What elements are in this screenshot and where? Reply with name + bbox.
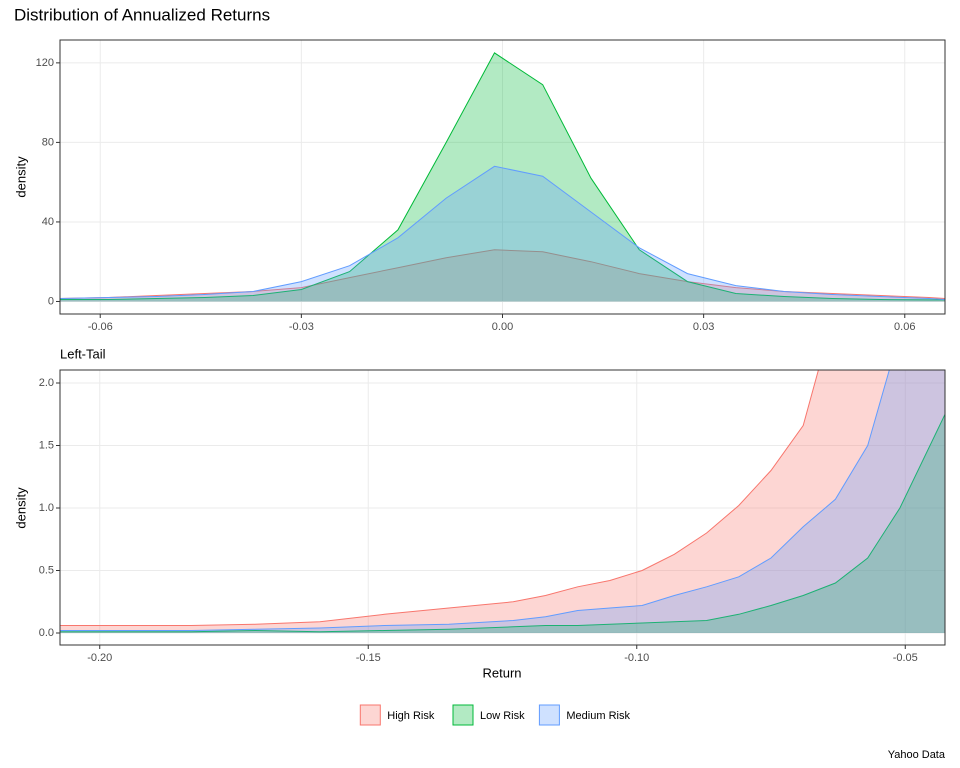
y-tick-label: 0.0 [39, 627, 54, 639]
x-tick-label: -0.03 [289, 321, 314, 333]
chart-title: Distribution of Annualized Returns [14, 5, 270, 24]
y-tick-label: 0.5 [39, 564, 54, 576]
y-tick-label: 120 [36, 57, 54, 69]
legend-label: Medium Risk [566, 710, 630, 722]
y-axis-title: density [13, 487, 28, 529]
y-tick-label: 0 [48, 295, 54, 307]
area-fill [60, 370, 945, 633]
area-fill [60, 414, 945, 633]
x-axis-title: Return [482, 665, 521, 680]
y-tick-label: 1.5 [39, 439, 54, 451]
x-tick-label: -0.10 [624, 652, 649, 664]
x-tick-label: 0.03 [693, 321, 714, 333]
y-tick-label: 80 [42, 136, 54, 148]
y-tick-label: 2.0 [39, 377, 54, 389]
legend-key [452, 704, 474, 726]
density-line [60, 249, 945, 299]
plot-area [60, 370, 945, 633]
density-line [60, 165, 945, 300]
density-line [60, 370, 819, 626]
density-line [60, 414, 945, 633]
x-tick-label: -0.06 [88, 321, 113, 333]
x-tick-label: -0.20 [87, 652, 112, 664]
legend-label: High Risk [387, 710, 435, 722]
chart-subtitle: Left-Tail [60, 346, 106, 361]
legend-label: Low Risk [480, 710, 525, 722]
area-fill [60, 370, 945, 633]
x-tick-label: -0.15 [356, 652, 381, 664]
density-line [60, 370, 890, 631]
y-tick-label: 1.0 [39, 502, 54, 514]
area-fill [60, 52, 945, 302]
x-tick-label: -0.05 [893, 652, 918, 664]
area-fill [60, 166, 945, 302]
y-tick-label: 40 [42, 216, 54, 228]
area-fill [60, 249, 945, 302]
x-tick-label: 0.06 [894, 321, 915, 333]
caption: Yahoo Data [888, 749, 946, 761]
plot-area [60, 52, 945, 302]
y-axis-title: density [13, 156, 28, 198]
density-line [60, 52, 945, 301]
legend-key [359, 704, 381, 726]
legend-key [538, 704, 560, 726]
x-tick-label: 0.00 [492, 321, 513, 333]
